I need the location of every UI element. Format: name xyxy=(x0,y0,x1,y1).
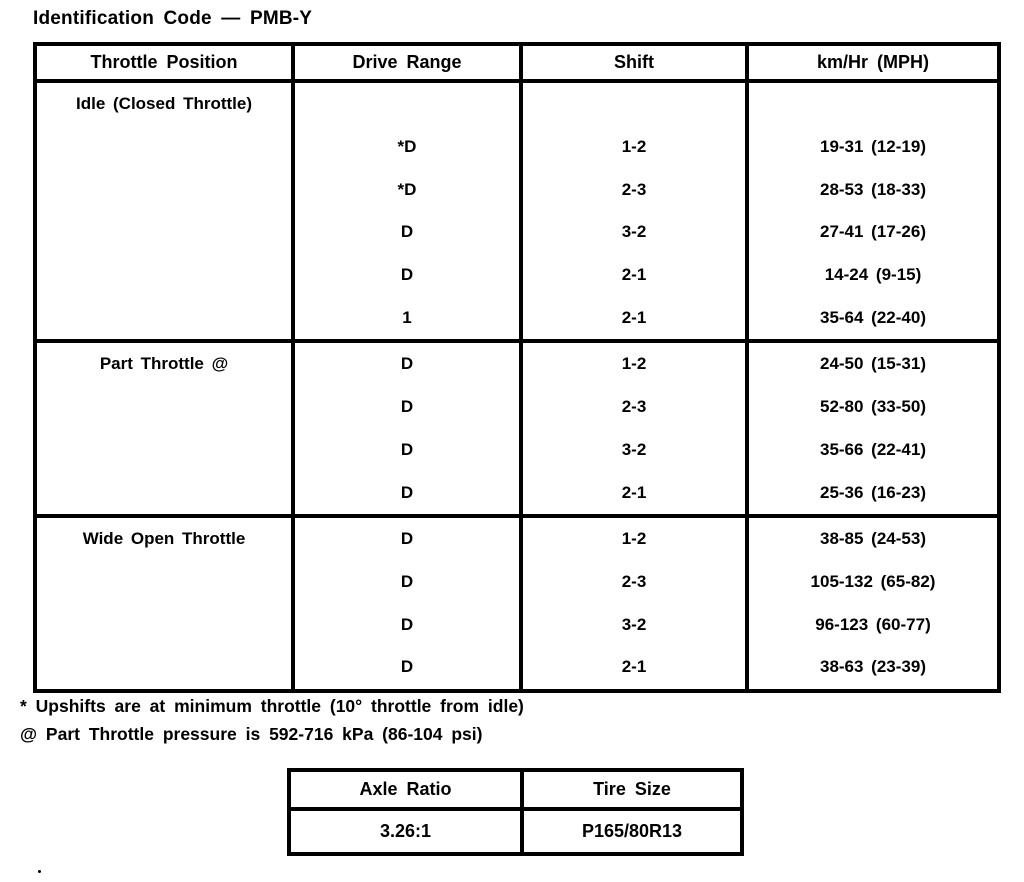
drive-range-value: D xyxy=(400,439,414,459)
spec-value-row: 3.26:1 P165/80R13 xyxy=(287,807,744,856)
drive-range-value: D xyxy=(400,222,414,242)
page-title: Identification Code — PMB-Y xyxy=(33,8,313,29)
shift-value: 2-3 xyxy=(621,571,647,591)
speed-value: 35-66 (22-41) xyxy=(819,439,926,459)
shift-cell: 1-2 2-3 3-2 2-1 xyxy=(519,513,749,693)
speed-value: 38-85 (24-53) xyxy=(819,529,926,549)
axle-ratio-value: 3.26:1 xyxy=(287,807,524,856)
drive-range-value: 1 xyxy=(402,307,412,327)
shift-value: 1-2 xyxy=(621,529,647,549)
drive-range-value: D xyxy=(400,354,414,374)
shift-value: 3-2 xyxy=(621,439,647,459)
col-header-drive-range: Drive Range xyxy=(291,42,523,83)
drive-range-value: D xyxy=(400,571,414,591)
axle-tire-spec-table: Axle Ratio Tire Size 3.26:1 P165/80R13 xyxy=(287,768,744,856)
shift-value: 2-1 xyxy=(621,657,647,677)
footnote-upshifts: * Upshifts are at minimum throttle (10° … xyxy=(20,696,524,716)
shift-value: 1-2 xyxy=(621,137,647,157)
speed-cell: 19-31 (12-19) 28-53 (18-33) 27-41 (17-26… xyxy=(745,78,1001,344)
throttle-position-cell: Wide Open Throttle xyxy=(33,513,295,693)
section-part-throttle: Part Throttle @ D D D D 1-2 2-3 3-2 2-1 … xyxy=(33,339,1001,518)
speed-value: 38-63 (23-39) xyxy=(819,657,926,677)
drive-range-cell: *D *D D D 1 xyxy=(291,78,523,344)
col-header-speed: km/Hr (MPH) xyxy=(745,42,1001,83)
col-header-shift: Shift xyxy=(519,42,749,83)
footnote-part-throttle-pressure: @ Part Throttle pressure is 592-716 kPa … xyxy=(20,724,483,744)
drive-range-value: D xyxy=(400,265,414,285)
throttle-position-cell: Part Throttle @ xyxy=(33,339,295,518)
shift-value: 3-2 xyxy=(621,614,647,634)
shift-value: 2-1 xyxy=(621,482,647,502)
drive-range-cell: D D D D xyxy=(291,339,523,518)
speed-value: 35-64 (22-40) xyxy=(819,307,926,327)
col-header-throttle-position: Throttle Position xyxy=(33,42,295,83)
shift-value: 3-2 xyxy=(621,222,647,242)
speed-value: 24-50 (15-31) xyxy=(819,354,926,374)
scan-artifact-dot xyxy=(38,870,41,873)
col-header-tire-size: Tire Size xyxy=(520,768,744,811)
shift-value: 2-3 xyxy=(621,397,647,417)
speed-value: 105-132 (65-82) xyxy=(810,571,936,591)
shift-value: 1-2 xyxy=(621,354,647,374)
speed-value: 25-36 (16-23) xyxy=(819,482,926,502)
shift-value: 2-1 xyxy=(621,307,647,327)
speed-value: 28-53 (18-33) xyxy=(819,179,926,199)
drive-range-value: D xyxy=(400,529,414,549)
speed-value: 96-123 (60-77) xyxy=(815,614,931,634)
speed-cell: 24-50 (15-31) 52-80 (33-50) 35-66 (22-41… xyxy=(745,339,1001,518)
footnotes: * Upshifts are at minimum throttle (10° … xyxy=(20,692,524,748)
section-label: Part Throttle @ xyxy=(99,354,229,374)
col-header-axle-ratio: Axle Ratio xyxy=(287,768,524,811)
drive-range-value: D xyxy=(400,657,414,677)
drive-range-value: D xyxy=(400,482,414,502)
drive-range-cell: D D D D xyxy=(291,513,523,693)
speed-value: 52-80 (33-50) xyxy=(819,397,926,417)
spec-header-row: Axle Ratio Tire Size xyxy=(287,768,744,811)
shift-cell: 1-2 2-3 3-2 2-1 2-1 xyxy=(519,78,749,344)
drive-range-value: *D xyxy=(397,179,417,199)
tire-size-value: P165/80R13 xyxy=(520,807,744,856)
shift-cell: 1-2 2-3 3-2 2-1 xyxy=(519,339,749,518)
throttle-position-cell: Idle (Closed Throttle) xyxy=(33,78,295,344)
section-label: Wide Open Throttle xyxy=(82,529,246,549)
drive-range-value: *D xyxy=(397,137,417,157)
header-row: Throttle Position Drive Range Shift km/H… xyxy=(33,42,1001,83)
drive-range-value: D xyxy=(400,614,414,634)
section-idle: Idle (Closed Throttle) *D *D D D 1 1-2 2… xyxy=(33,78,1001,344)
speed-value: 14-24 (9-15) xyxy=(824,265,922,285)
shift-speed-table: Throttle Position Drive Range Shift km/H… xyxy=(33,42,1001,693)
drive-range-value: D xyxy=(400,397,414,417)
section-wide-open-throttle: Wide Open Throttle D D D D 1-2 2-3 3-2 2… xyxy=(33,513,1001,693)
shift-value: 2-3 xyxy=(621,179,647,199)
speed-value: 27-41 (17-26) xyxy=(819,222,926,242)
shift-value: 2-1 xyxy=(621,265,647,285)
speed-cell: 38-85 (24-53) 105-132 (65-82) 96-123 (60… xyxy=(745,513,1001,693)
speed-value: 19-31 (12-19) xyxy=(819,137,926,157)
section-label: Idle (Closed Throttle) xyxy=(76,94,252,114)
